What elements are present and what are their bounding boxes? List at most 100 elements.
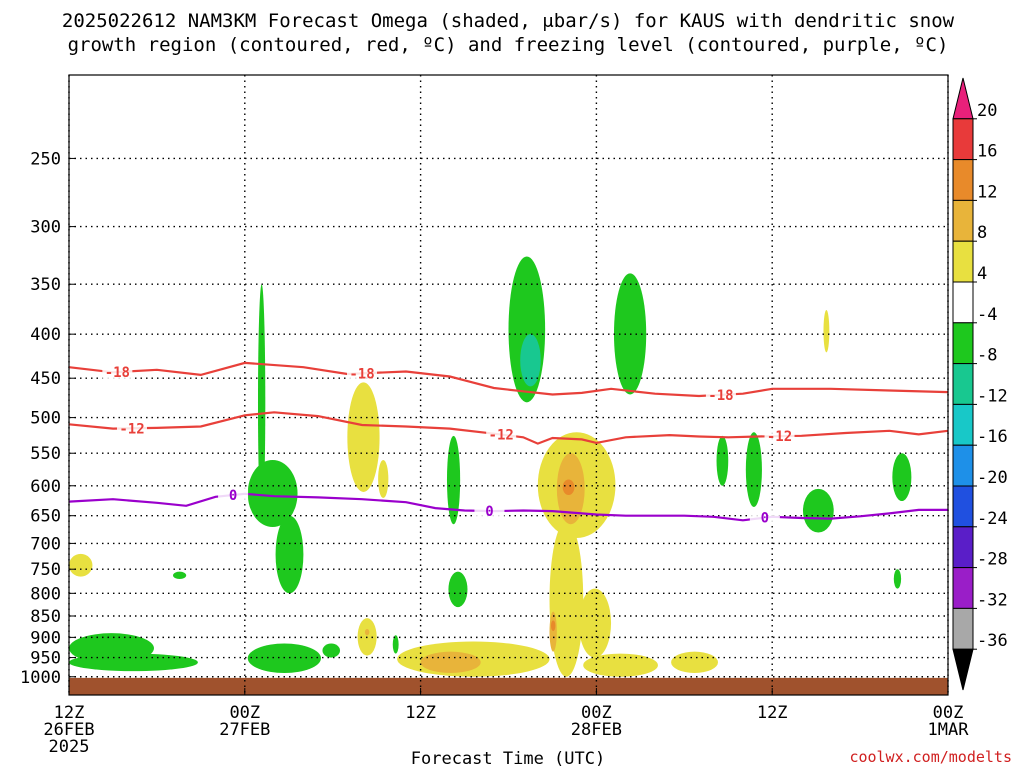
x-tick-label: 00Z xyxy=(581,703,612,723)
omega-feature xyxy=(716,435,729,486)
colorbar-segment xyxy=(952,485,974,528)
colorbar-segment xyxy=(952,199,974,242)
y-tick-label: 700 xyxy=(30,534,61,554)
colorbar: 20 16 12 8 4 -4 -8 -12 -16 -20 -24 -28 -32 -36 xyxy=(952,77,1008,691)
omega-feature xyxy=(448,571,468,608)
y-tick-label: 400 xyxy=(30,325,61,345)
x-axis-label: Forecast Time (UTC) xyxy=(411,749,605,768)
omega-feature xyxy=(671,651,718,673)
contour-label: -12 xyxy=(489,428,514,444)
y-tick-label: 600 xyxy=(30,477,61,497)
colorbar-segment xyxy=(952,444,974,487)
y-tick-label: 450 xyxy=(30,369,61,389)
omega-feature xyxy=(420,651,481,673)
colorbar-segment xyxy=(952,118,974,161)
x-tick-label: 27FEB xyxy=(219,720,270,740)
omega-feature xyxy=(745,432,762,507)
contour-label: -18 xyxy=(349,366,374,382)
y-tick-label: 1000 xyxy=(20,668,61,688)
x-tick-label: 1MAR xyxy=(928,720,970,740)
contour-label: 0 xyxy=(761,511,769,527)
omega-feature xyxy=(550,620,556,632)
omega-feature xyxy=(823,310,830,353)
omega-feature xyxy=(69,553,93,577)
y-tick-label: 800 xyxy=(30,584,61,604)
ground-layer xyxy=(69,677,948,695)
contour-label: -12 xyxy=(767,429,792,445)
colorbar-label: -20 xyxy=(977,468,1008,488)
y-tick-label: 900 xyxy=(30,628,61,648)
x-tick-label: 12Z xyxy=(757,703,788,723)
omega-feature xyxy=(378,459,389,499)
colorbar-segment xyxy=(952,322,974,365)
contour-label: -18 xyxy=(105,365,130,381)
contour-label: -12 xyxy=(119,421,144,437)
contour-label-bg xyxy=(749,509,780,526)
colorbar-label: -16 xyxy=(977,427,1008,447)
axes: 2503003504004505005506006507007508008509… xyxy=(20,74,970,757)
colorbar-label: -28 xyxy=(977,550,1008,570)
colorbar-label: 16 xyxy=(977,142,997,162)
colorbar-label: -12 xyxy=(977,386,1008,406)
x-tick-label: 2025 xyxy=(49,737,90,757)
omega-feature xyxy=(347,382,380,492)
y-tick-label: 350 xyxy=(30,275,61,295)
colorbar-segment xyxy=(952,240,974,283)
contour-line xyxy=(68,361,949,398)
colorbar-bottom-arrow xyxy=(952,648,974,691)
omega-feature xyxy=(69,653,198,672)
colorbar-segment xyxy=(952,526,974,569)
omega-feature xyxy=(392,635,399,654)
omega-feature xyxy=(549,521,584,677)
y-tick-label: 750 xyxy=(30,560,61,580)
contour-label-bg xyxy=(347,365,377,382)
contour-label-bg xyxy=(764,428,795,445)
colorbar-segment xyxy=(952,363,974,405)
colorbar-label: 8 xyxy=(977,223,987,243)
contour-label-bg xyxy=(705,386,736,403)
omega-feature xyxy=(364,628,370,636)
y-tick-label: 950 xyxy=(30,649,61,669)
y-tick-label: 250 xyxy=(30,149,61,169)
omega-feature xyxy=(446,435,461,525)
colorbar-segment xyxy=(952,159,974,201)
omega-feature xyxy=(892,453,912,502)
watermark: coolwx.com/modelts xyxy=(849,748,1012,766)
colorbar-label: 20 xyxy=(977,101,997,121)
x-tick-label: 12Z xyxy=(405,703,436,723)
x-tick-label: 28FEB xyxy=(571,720,622,740)
x-tick-label: 00Z xyxy=(933,703,964,723)
omega-feature xyxy=(520,334,541,387)
omega-shading xyxy=(69,256,912,677)
gridlines xyxy=(68,75,949,695)
x-tick-label: 12Z xyxy=(54,703,85,723)
colorbar-segment xyxy=(952,567,974,609)
omega-feature xyxy=(562,479,575,495)
contour-label-bg xyxy=(474,502,505,519)
omega-feature xyxy=(275,515,304,594)
x-tick-label: 00Z xyxy=(229,703,260,723)
colorbar-segment xyxy=(952,403,974,446)
contour-label: -18 xyxy=(708,388,733,404)
omega-feature xyxy=(893,569,902,589)
plot-frame xyxy=(68,74,949,696)
y-tick-label: 300 xyxy=(30,218,61,238)
contour-label-bg xyxy=(486,426,517,443)
colorbar-label: 12 xyxy=(977,182,997,202)
x-tick-label: 26FEB xyxy=(43,720,94,740)
contour-label-bg xyxy=(102,364,133,381)
omega-feature xyxy=(549,611,557,652)
omega-feature xyxy=(322,643,341,658)
colorbar-top-arrow xyxy=(952,77,974,120)
contour-label: 0 xyxy=(229,488,237,504)
colorbar-label: -36 xyxy=(977,631,1008,651)
omega-feature xyxy=(578,588,612,658)
colorbar-label: -8 xyxy=(977,346,997,366)
colorbar-label: 4 xyxy=(977,264,987,284)
omega-feature xyxy=(802,488,834,533)
colorbar-segment xyxy=(952,281,974,324)
ground-surface xyxy=(69,677,948,695)
colorbar-label: -32 xyxy=(977,590,1008,610)
contour-label-bg xyxy=(218,486,249,503)
